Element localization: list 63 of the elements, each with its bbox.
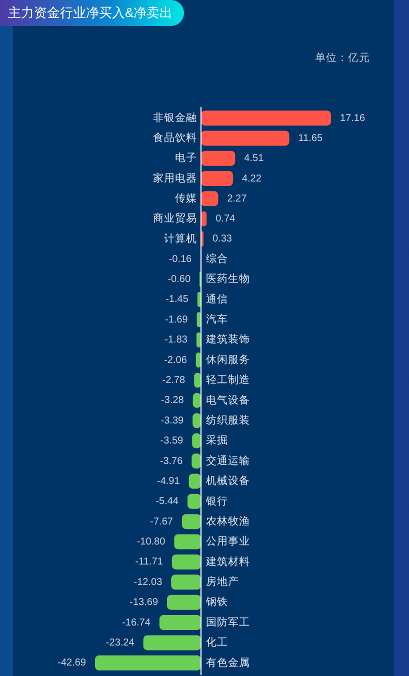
y-tick-label: 钢铁 [205, 596, 228, 608]
y-tick-label: 机械设备 [206, 474, 250, 488]
data-label: -3.76 [160, 456, 184, 467]
bar [201, 171, 233, 186]
data-label: -3.28 [161, 395, 184, 406]
data-label: -23.24 [106, 637, 135, 648]
y-tick-label: 纺织服装 [206, 414, 250, 427]
y-tick-label: 建筑装饰 [205, 332, 250, 346]
y-tick-label: 综合 [206, 252, 228, 265]
y-tick-label: 国防军工 [206, 615, 250, 628]
y-tick-label: 休闲服务 [206, 354, 250, 366]
data-label: 17.16 [340, 112, 366, 124]
data-label: -11.71 [135, 556, 164, 568]
y-tick-label: 计算机 [164, 232, 197, 245]
data-label: -12.03 [134, 576, 163, 588]
data-label: -1.45 [166, 294, 189, 306]
bar [201, 110, 331, 126]
data-label: -0.16 [168, 254, 192, 265]
text: 单位：亿元 [315, 51, 370, 65]
data-label: 0.33 [212, 234, 232, 245]
y-tick-label: 建筑材料 [205, 554, 250, 568]
y-tick-label: 医药生物 [206, 272, 250, 286]
y-tick-label: 非银金融 [153, 110, 197, 124]
data-label: -10.80 [136, 536, 166, 548]
y-tick-label: 采掘 [206, 434, 228, 447]
y-tick-label: 公用事业 [206, 534, 250, 548]
bar [201, 191, 218, 206]
data-label: -13.69 [130, 597, 158, 608]
data-label: 4.22 [242, 173, 262, 184]
y-tick-label: 家用电器 [153, 171, 197, 184]
y-tick-label: 银行 [205, 495, 228, 508]
data-label: -3.39 [160, 415, 184, 426]
data-label: -1.69 [165, 314, 188, 326]
data-label: 2.27 [227, 193, 248, 204]
y-tick-label: 传媒 [175, 192, 197, 205]
y-tick-label: 农林牧渔 [206, 514, 250, 528]
y-tick-label: 食品饮料 [153, 131, 197, 144]
y-tick-label: 有色金属 [206, 656, 250, 669]
y-tick-label: 通信 [206, 292, 228, 306]
data-label: -2.06 [164, 354, 188, 366]
data-label: -2.78 [162, 374, 186, 386]
data-label: -7.67 [150, 516, 174, 528]
data-label: -16.74 [122, 617, 151, 628]
bar [201, 130, 290, 146]
y-tick-label: 化工 [206, 636, 228, 649]
data-label: -0.60 [168, 274, 191, 286]
y-tick-label: 汽车 [206, 312, 228, 326]
bar [201, 150, 236, 166]
data-label: 4.51 [244, 153, 264, 164]
data-label: -42.69 [58, 658, 86, 669]
y-tick-label: 商业贸易 [153, 212, 197, 225]
text: 主力资金行业净买入&净卖出 [8, 4, 173, 22]
data-label: 0.74 [216, 214, 236, 225]
data-label: 11.65 [298, 132, 323, 144]
data-label: -5.44 [156, 496, 179, 508]
y-tick-label: 电子 [175, 151, 197, 164]
data-label: -4.91 [157, 476, 180, 487]
y-tick-label: 电气设备 [206, 393, 250, 406]
data-label: -3.59 [160, 436, 184, 447]
y-tick-label: 房地产 [206, 575, 239, 588]
y-tick-label: 交通运输 [206, 454, 250, 467]
y-tick-label: 轻工制造 [206, 373, 250, 386]
data-label: -1.83 [164, 334, 188, 346]
